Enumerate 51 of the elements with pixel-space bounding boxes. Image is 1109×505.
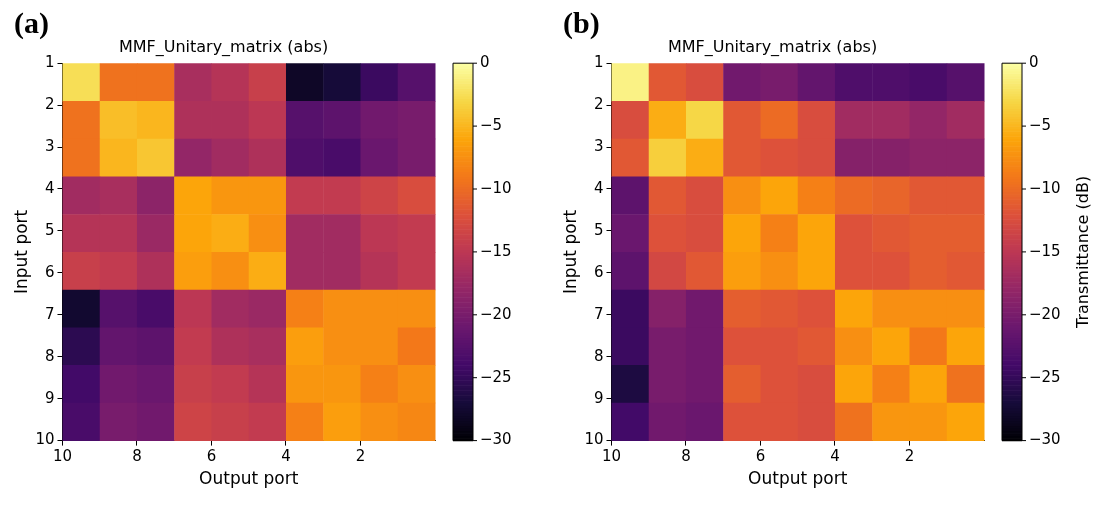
color-bar-label: −10	[480, 178, 512, 197]
color-bar-label: −20	[480, 304, 512, 323]
y-tick-label: 9	[44, 388, 55, 407]
y-axis-title: Input port	[10, 209, 31, 295]
chart-title: MMF_Unitary_matrix (abs)	[118, 36, 329, 57]
y-axis-title: Input port	[559, 209, 580, 295]
color-bar-label: −5	[1029, 115, 1052, 134]
x-tick-label: 4	[830, 447, 840, 466]
color-bar-label: −5	[480, 115, 503, 134]
y-tick-label: 5	[44, 220, 55, 239]
x-tick-label: 6	[755, 447, 766, 466]
x-tick-label: 8	[681, 447, 691, 466]
color-bar-label: −10	[1029, 178, 1061, 197]
x-axis-title: Output port	[199, 468, 299, 489]
y-tick-label: 8	[44, 346, 55, 365]
x-tick-label: 8	[132, 447, 142, 466]
y-tick-label: 7	[593, 304, 604, 323]
y-tick-label: 6	[44, 262, 55, 281]
y-tick-label: 4	[593, 178, 604, 197]
y-tick-label: 4	[44, 178, 55, 197]
color-bar-label: −15	[1029, 241, 1061, 260]
x-tick-label: 4	[281, 447, 291, 466]
y-tick-label: 10	[35, 430, 55, 449]
y-tick-label: 2	[593, 95, 604, 114]
color-bar-label: −30	[1029, 430, 1061, 449]
color-bar-label: −25	[480, 367, 512, 386]
y-tick-label: 5	[593, 220, 604, 239]
chart-title: MMF_Unitary_matrix (abs)	[667, 36, 878, 57]
y-tick-label: 1	[593, 53, 604, 72]
text: (b)	[563, 6, 601, 39]
color-bar-label: −30	[480, 430, 512, 449]
color-bar-label: 0	[480, 53, 490, 72]
color-bar-label: 0	[1029, 53, 1039, 72]
x-tick-label: 2	[355, 447, 366, 466]
y-tick-label: 2	[44, 95, 55, 114]
y-tick-label: 1	[44, 53, 55, 72]
y-tick-label: 7	[44, 304, 55, 323]
x-axis-title: Output port	[748, 468, 848, 489]
text: (a)	[14, 6, 50, 39]
y-tick-label: 9	[593, 388, 604, 407]
y-tick-label: 10	[584, 430, 604, 449]
y-tick-label: 3	[44, 136, 55, 155]
color-bar-label: −20	[1029, 304, 1061, 323]
color-bar-label: −15	[480, 241, 512, 260]
x-tick-label: 2	[904, 447, 915, 466]
x-tick-label: 6	[206, 447, 217, 466]
color-bar-title: Transmittance (dB)	[1073, 175, 1093, 329]
y-tick-label: 8	[593, 346, 604, 365]
color-bar-label: −25	[1029, 367, 1061, 386]
y-tick-label: 6	[593, 262, 604, 281]
y-tick-label: 3	[593, 136, 604, 155]
